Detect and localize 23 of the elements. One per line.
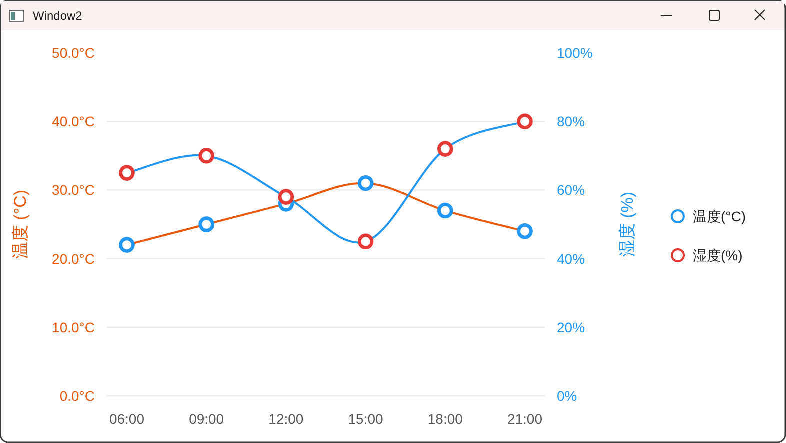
- x-tick-label: 06:00: [109, 411, 145, 427]
- y2-tick-label: 20%: [557, 319, 586, 336]
- y-tick-label: 20.0°C: [52, 250, 95, 267]
- x-tick-label: 15:00: [348, 411, 384, 427]
- y-tick-label: 0.0°C: [60, 388, 95, 404]
- x-tick-label: 12:00: [268, 411, 304, 427]
- legend-label: 湿度(%): [693, 248, 743, 264]
- x-tick-label: 21:00: [507, 411, 543, 427]
- x-tick-label: 09:00: [189, 411, 224, 427]
- y2-tick-label: 40%: [557, 250, 586, 267]
- y2-tick-label: 100%: [557, 45, 593, 61]
- y-tick-label: 10.0°C: [52, 319, 95, 336]
- y2-tick-label: 60%: [557, 182, 586, 198]
- y2-tick-label: 0%: [557, 388, 578, 404]
- x-tick-label: 18:00: [428, 411, 464, 427]
- chart-title: Window2: [33, 9, 83, 23]
- y-tick-label: 50.0°C: [52, 45, 95, 61]
- legend-label: 温度(°C): [693, 208, 746, 224]
- y2-axis-title: 湿度 (%): [618, 192, 637, 258]
- y-axis-title: 温度 (°C): [11, 190, 30, 260]
- y-tick-label: 30.0°C: [52, 182, 95, 198]
- y-tick-label: 40.0°C: [52, 114, 95, 130]
- y2-tick-label: 80%: [557, 114, 586, 130]
